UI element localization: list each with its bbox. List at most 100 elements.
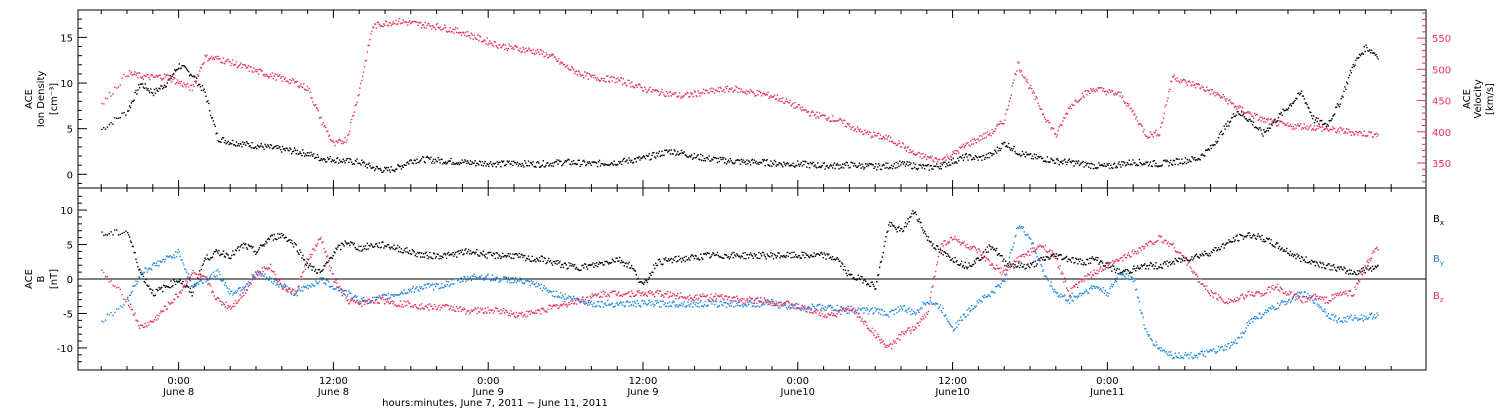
velocity-tick-label: 350 [1432, 159, 1451, 170]
density-point [373, 166, 375, 169]
bx-point [408, 252, 410, 255]
density-point [960, 157, 963, 159]
by-point [306, 284, 309, 287]
density-point [1253, 121, 1255, 123]
density-point [318, 159, 321, 162]
bx-point [1029, 267, 1031, 269]
bx-point [1221, 243, 1223, 245]
density-point [697, 154, 699, 156]
by-point [222, 279, 225, 281]
bx-point [1234, 239, 1236, 241]
density-point [642, 156, 644, 158]
bx-point [588, 263, 590, 266]
bx-point [192, 291, 194, 293]
velocity-point [915, 154, 918, 156]
bx-point [293, 241, 296, 244]
bx-point [817, 253, 819, 255]
velocity-point [1089, 92, 1091, 95]
density-point [775, 165, 778, 167]
by-point [418, 290, 420, 292]
density-point [1025, 151, 1027, 153]
bx-point [427, 257, 429, 260]
density-point [1007, 142, 1010, 145]
velocity-point [875, 135, 877, 137]
by-point [780, 302, 782, 304]
density-point [678, 153, 681, 155]
density-point [121, 112, 123, 114]
density-point [184, 65, 186, 68]
by-point [749, 300, 751, 302]
by-point [721, 304, 723, 306]
bx-point [1248, 232, 1250, 234]
density-point [422, 156, 425, 158]
density-point [204, 91, 206, 93]
bx-point [749, 254, 751, 256]
velocity-point [415, 21, 417, 23]
density-point [1336, 103, 1339, 105]
density-point [1038, 156, 1040, 159]
by-point [281, 288, 284, 290]
velocity-point [128, 70, 131, 72]
velocity-point [989, 132, 991, 134]
bx-point [554, 262, 556, 265]
density-point [992, 153, 994, 155]
bx-point [1028, 265, 1030, 267]
bx-point [594, 263, 596, 265]
bx-point [1312, 261, 1315, 263]
velocity-point [491, 44, 494, 46]
density-point [566, 159, 568, 162]
density-point [547, 162, 549, 164]
by-point [402, 293, 404, 295]
bx-point [802, 254, 804, 256]
bx-point [645, 279, 648, 282]
density-point [429, 158, 431, 161]
density-point [427, 156, 429, 159]
velocity-point [482, 40, 485, 42]
density-point [459, 161, 461, 164]
density-point [426, 155, 428, 158]
velocity-point [176, 79, 179, 81]
by-point [651, 300, 653, 303]
bx-point [848, 273, 850, 275]
by-point [154, 264, 157, 267]
velocity-point [603, 77, 605, 80]
density-point [425, 156, 427, 159]
bx-point [420, 252, 423, 254]
velocity-point [789, 99, 791, 102]
velocity-point [271, 72, 274, 74]
density-point [466, 162, 468, 165]
density-point [454, 163, 456, 165]
velocity-point [1214, 95, 1216, 97]
density-point [998, 147, 1001, 149]
velocity-point [148, 77, 150, 79]
velocity-point [1186, 84, 1188, 86]
by-point [427, 283, 429, 286]
by-point [589, 302, 591, 304]
bx-point [218, 249, 220, 252]
density-point [1241, 111, 1243, 113]
velocity-point [1261, 116, 1263, 118]
bx-point [1065, 255, 1068, 258]
by-point [103, 321, 105, 323]
density-point [434, 158, 437, 161]
bx-point [368, 244, 370, 247]
velocity-point [306, 85, 309, 88]
velocity-point [1372, 136, 1375, 138]
bx-point [392, 248, 394, 250]
bx-point [362, 249, 364, 251]
density-point [1256, 127, 1258, 130]
bx-point [968, 262, 970, 264]
density-point [776, 163, 778, 166]
by-point [117, 308, 120, 310]
by-point [811, 303, 813, 305]
bx-point [749, 252, 752, 254]
density-point [997, 150, 1000, 152]
density-point [756, 163, 758, 165]
velocity-point [346, 139, 348, 141]
by-point [245, 285, 247, 287]
velocity-point [882, 135, 884, 138]
bx-point [217, 252, 219, 254]
velocity-point [1113, 94, 1116, 96]
bx-point [918, 218, 920, 220]
density-point [489, 162, 491, 165]
